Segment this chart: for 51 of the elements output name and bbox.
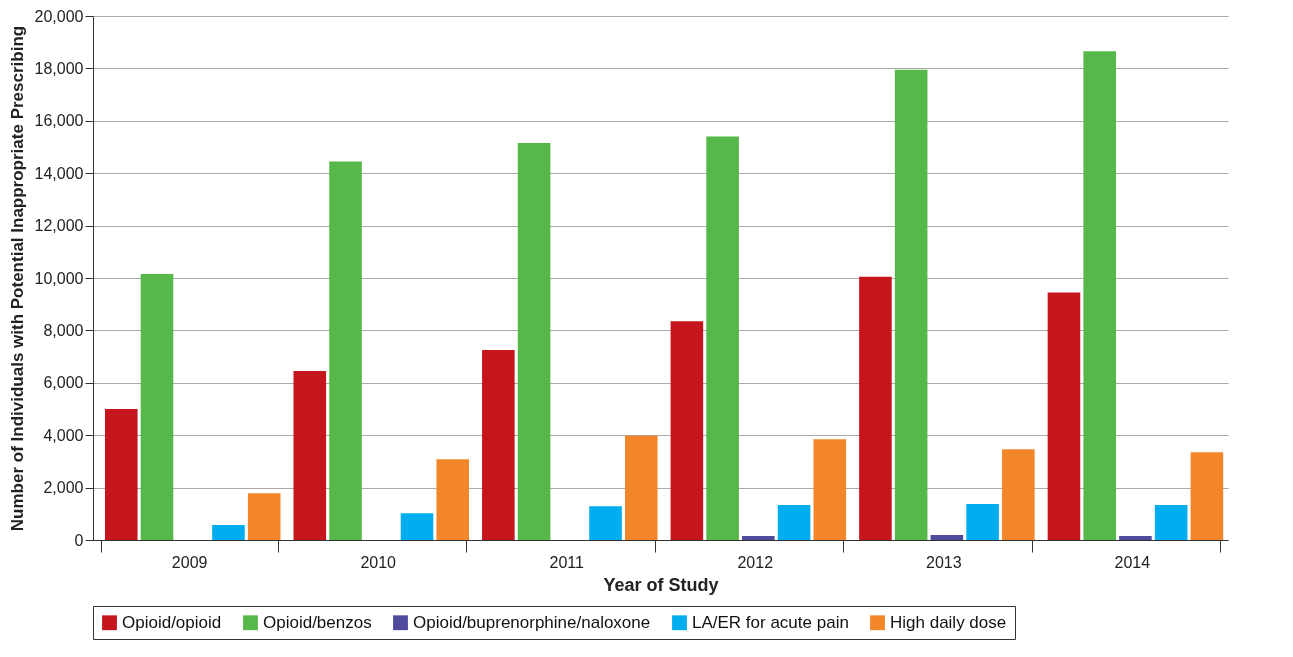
y-tick-label: 14,000 [34,164,84,182]
bar [706,136,739,540]
bar [517,143,551,540]
bar [1119,536,1152,540]
x-tick-label: 2011 [549,553,585,571]
bar [589,506,622,540]
y-tick-label: 16,000 [34,112,84,130]
bar [140,274,174,540]
bar [670,321,704,540]
bar [1047,292,1081,540]
bar [930,535,964,540]
bar [859,276,892,540]
bar [777,504,811,540]
x-tick-label: 2012 [737,553,774,571]
bar [1190,452,1224,540]
y-tick-label: 8,000 [43,321,84,339]
bar [1154,504,1188,540]
legend-label: High daily dose [890,612,1007,632]
y-tick-label: 2,000 [43,479,84,497]
bar [966,504,999,540]
y-tick-label: 20,000 [34,7,84,25]
bar [329,161,362,540]
bar [813,439,847,540]
legend-label: Opioid/benzos [263,612,372,632]
legend-label: LA/ER for acute pain [692,612,849,632]
bar [1083,51,1116,540]
bar [1002,449,1035,540]
legend-label: Opioid/opioid [122,612,222,632]
x-axis-title: Year of Study [603,574,719,595]
bar [742,536,775,540]
y-tick-label: 6,000 [43,374,84,392]
bar [104,409,138,540]
bar [436,459,470,540]
x-tick-label: 2014 [1114,553,1151,571]
y-tick-label: 18,000 [34,59,84,77]
bar [212,525,245,540]
y-tick-label: 4,000 [43,426,84,444]
x-tick-label: 2009 [171,553,208,571]
bar [624,435,658,540]
y-axis-title: Number of Individuals with Potential Inappropriate Prescribing [7,25,27,532]
bar [482,350,515,540]
bar [247,493,281,540]
y-tick-label: 0 [74,531,84,549]
x-tick-label: 2010 [360,553,397,571]
y-tick-label: 10,000 [34,269,84,287]
x-tick-label: 2013 [926,553,962,571]
y-tick-label: 12,000 [34,217,84,235]
bar [894,69,928,540]
bar [293,371,327,540]
bar [400,513,434,540]
legend-label: Opioid/buprenorphine/naloxone [413,612,651,632]
